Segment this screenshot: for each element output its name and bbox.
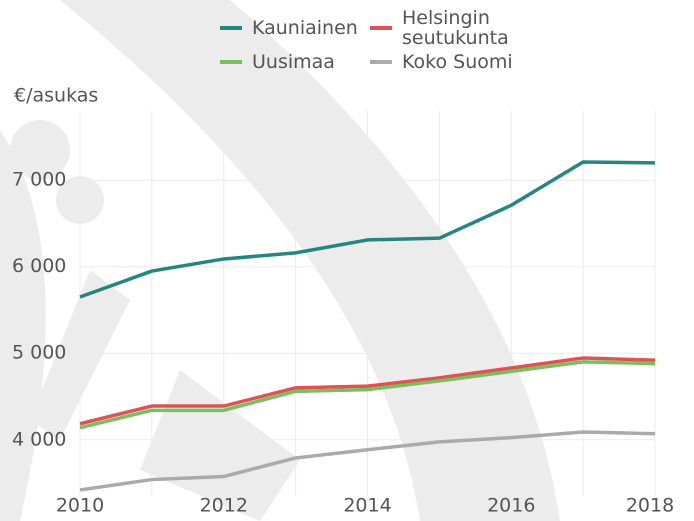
y-tick-label: 5 000 [12,342,66,364]
legend-swatch [370,26,392,30]
x-tick-label: 2016 [487,495,535,517]
x-tick-label: 2012 [200,495,248,517]
y-tick-label: 7 000 [12,169,66,191]
legend-label: Kauniainen [252,17,358,39]
legend: Kauniainen Helsingin seutukunta Uusimaa Kok… [220,8,540,72]
y-tick-label: 6 000 [12,255,66,277]
legend-item: Uusimaa [220,52,370,72]
y-tick-label: 4 000 [12,428,66,450]
legend-swatch [220,26,242,30]
series-line [79,160,656,299]
legend-item: Helsingin seutukunta [370,8,540,48]
legend-item: Koko Suomi [370,52,540,72]
legend-label: Uusimaa [252,51,335,73]
legend-swatch [220,60,242,64]
x-tick-label: 2018 [626,495,674,517]
x-tick-label: 2014 [343,495,391,517]
legend-label: Koko Suomi [402,51,513,73]
y-axis-label: €/asukas [14,85,98,107]
x-tick-label: 2010 [56,495,104,517]
legend-label: Helsingin seutukunta [402,7,509,49]
series-line [79,430,656,492]
legend-swatch [370,60,392,64]
series-line [79,360,656,430]
watermark [0,0,560,521]
series-line [79,356,656,426]
legend-item: Kauniainen [220,8,370,48]
